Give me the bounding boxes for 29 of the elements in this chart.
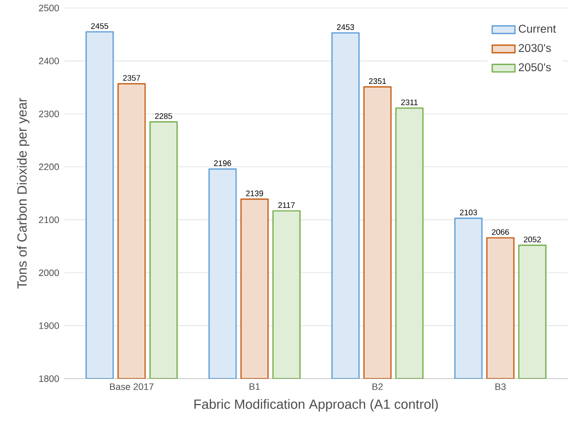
x-tick-label: B3 (495, 383, 506, 390)
data-label: 2196 (214, 160, 232, 166)
x-tick-label: B1 (250, 383, 260, 390)
y-axis-title: Tons of Carbon Dioxide per year (16, 98, 30, 289)
x-axis-title: Fabric Modification Approach (A1 control) (194, 399, 438, 412)
y-tick-label: 1900 (39, 322, 59, 329)
data-label: 2455 (91, 23, 108, 29)
data-label: 2311 (401, 99, 418, 106)
data-label: 2052 (524, 236, 541, 242)
data-label: 2066 (492, 229, 509, 235)
x-tick-label: B2 (372, 383, 383, 390)
data-label: 2357 (123, 75, 140, 81)
legend-label: Current (518, 24, 556, 33)
data-label: 2285 (155, 113, 172, 119)
y-tick-label: 2400 (38, 58, 59, 64)
y-tick-label: 2200 (38, 164, 59, 170)
data-label: 2103 (460, 210, 477, 216)
data-label: 2117 (278, 202, 295, 208)
y-tick-label: 2300 (38, 110, 59, 118)
y-tick-label: 2000 (38, 269, 59, 276)
y-tick-label: 2500 (38, 4, 59, 12)
data-label: 2351 (368, 78, 386, 84)
data-label: 2139 (246, 190, 264, 196)
x-tick-label: Base 2017 (110, 383, 154, 390)
y-tick-label: 1800 (39, 375, 59, 382)
legend-label: 2050's (518, 63, 551, 72)
data-label: 2453 (337, 24, 354, 30)
y-tick-label: 2100 (38, 216, 59, 224)
legend-label: 2030's (518, 44, 551, 52)
